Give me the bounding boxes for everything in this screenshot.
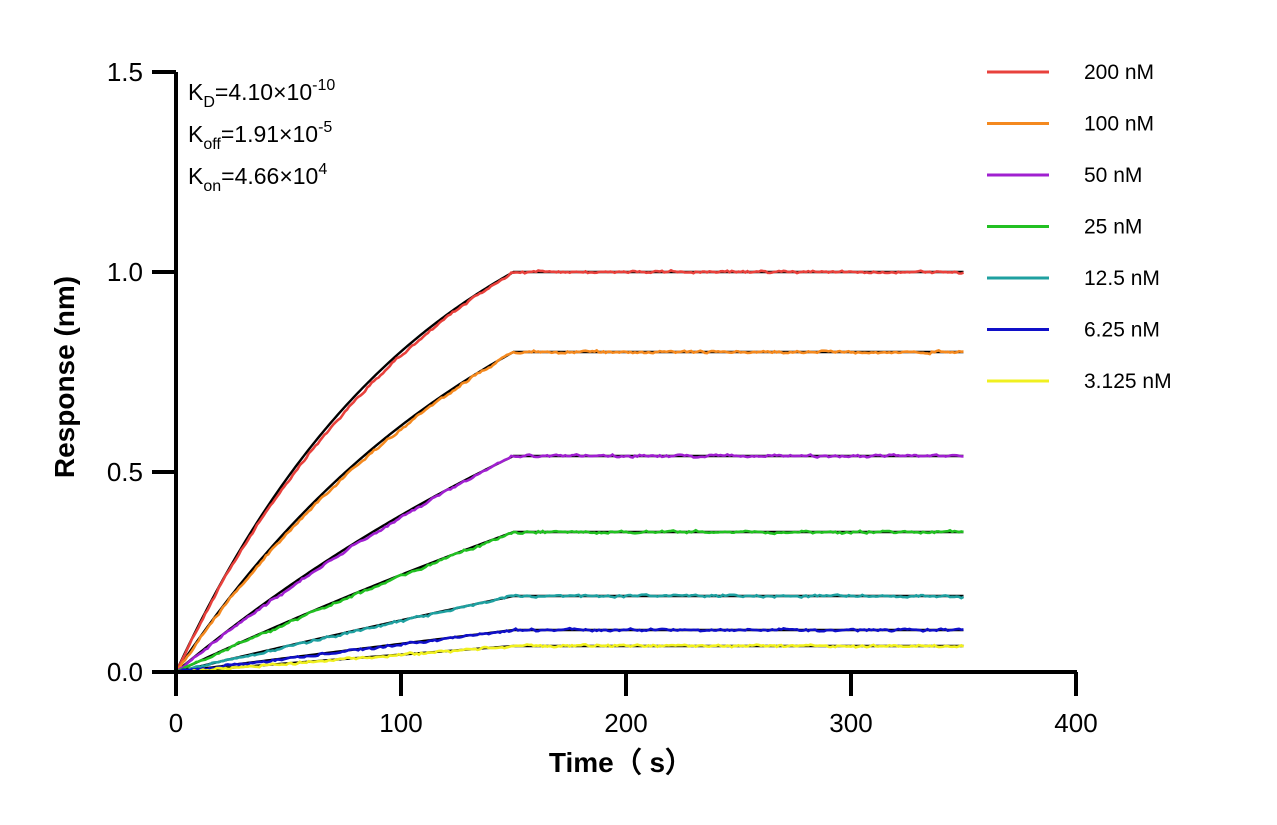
x-tick-label: 300 xyxy=(829,708,872,738)
legend-label: 6.25 nM xyxy=(1084,319,1160,342)
legend-label: 100 nM xyxy=(1084,113,1154,136)
constant-value: =4.10×10 xyxy=(215,79,312,105)
fit-curve xyxy=(175,350,964,673)
y-tick-label: 1.0 xyxy=(107,257,143,287)
series-line xyxy=(175,642,965,674)
constant-exponent: 4 xyxy=(318,161,327,178)
fit-curve xyxy=(175,594,964,674)
series-line xyxy=(174,348,964,673)
constant-base: K xyxy=(188,163,204,189)
x-tick-label: 200 xyxy=(604,708,647,738)
constant-subscript: off xyxy=(203,136,221,153)
series-line xyxy=(175,452,964,673)
y-tick-label: 0.5 xyxy=(107,457,143,487)
y-tick-label: 1.5 xyxy=(107,57,143,87)
kinetic-constant: Koff=1.91×10-5 xyxy=(188,119,332,153)
data-traces xyxy=(174,268,965,674)
y-tick-label: 0.0 xyxy=(107,657,143,687)
series-line xyxy=(175,528,964,674)
constant-exponent: -5 xyxy=(318,119,332,136)
constant-value: =4.66×10 xyxy=(221,163,318,189)
x-tick-label: 0 xyxy=(169,708,183,738)
series-line xyxy=(175,593,965,674)
constant-base: K xyxy=(188,79,204,105)
fit-curve xyxy=(175,454,964,673)
legend: 200 nM 100 nM 50 nM 25 nM 12.5 nM 6.25 nM 3.12… xyxy=(987,61,1172,393)
x-tick-label: 100 xyxy=(379,708,422,738)
legend-label: 3.125 nM xyxy=(1084,370,1172,393)
constant-base: K xyxy=(188,121,204,147)
kinetic-constant: KD=4.10×10-10 xyxy=(188,77,335,111)
series-line xyxy=(175,626,964,674)
x-tick-label: 400 xyxy=(1054,708,1097,738)
series-line xyxy=(174,268,964,673)
legend-label: 200 nM xyxy=(1084,61,1154,84)
y-axis-title: Response (nm) xyxy=(49,276,80,478)
y-axis-ticks: 0.0 0.5 1.0 1.5 xyxy=(107,57,176,687)
fit-curve xyxy=(175,530,964,674)
constant-value: =1.91×10 xyxy=(221,121,318,147)
x-axis-ticks: 0 100 200 300 400 xyxy=(169,672,1098,738)
constant-subscript: on xyxy=(203,178,221,195)
fit-curve xyxy=(175,628,964,674)
constant-subscript: D xyxy=(203,94,215,111)
legend-label: 25 nM xyxy=(1084,216,1142,239)
legend-label: 50 nM xyxy=(1084,164,1142,187)
fit-curve xyxy=(175,644,964,674)
constant-exponent: -10 xyxy=(312,77,335,94)
kinetic-constant: Kon=4.66×104 xyxy=(188,161,327,195)
legend-label: 12.5 nM xyxy=(1084,267,1160,290)
x-axis-title: Time（ s） xyxy=(549,746,693,778)
